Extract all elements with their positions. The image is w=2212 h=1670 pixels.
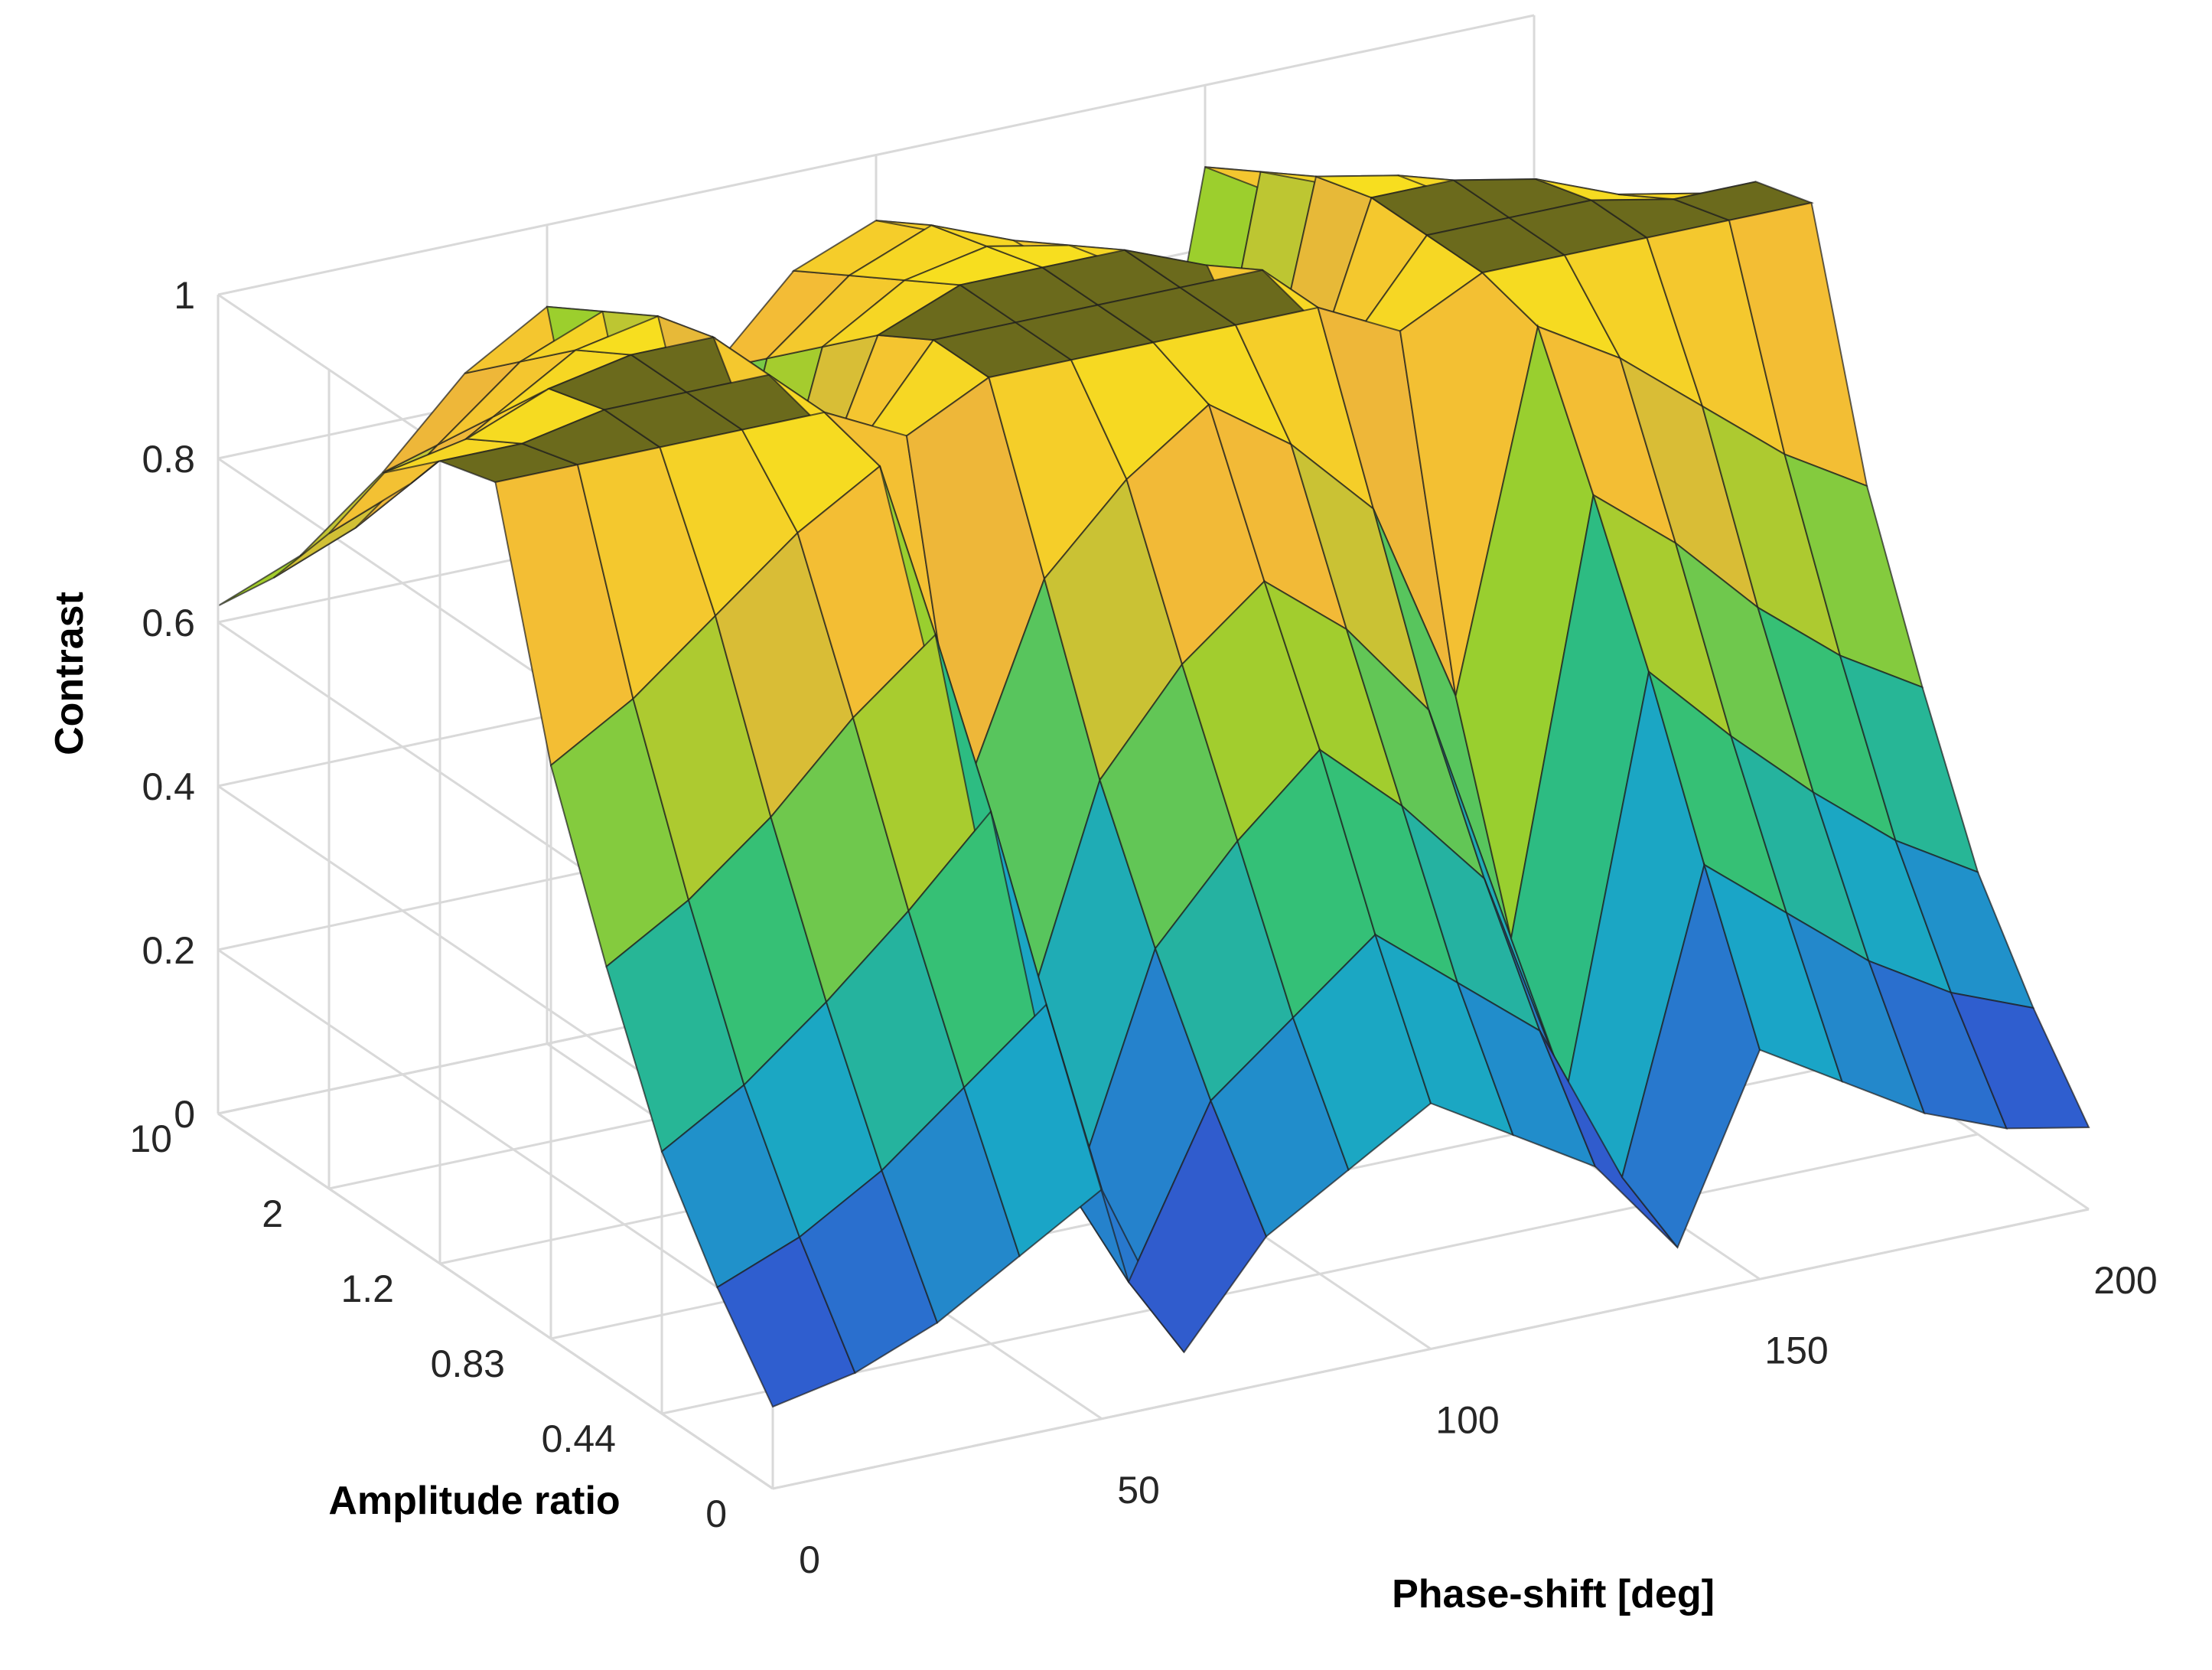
z-tick-label: 1 bbox=[174, 274, 195, 317]
x-axis-label: Phase-shift [deg] bbox=[1392, 1572, 1715, 1616]
axes-frame bbox=[217, 295, 2090, 1490]
y-tick-label: 0.83 bbox=[431, 1342, 505, 1385]
surface-mesh bbox=[217, 166, 2090, 1408]
y-tick-label: 0.44 bbox=[542, 1417, 616, 1460]
z-tick-label: 0.8 bbox=[142, 438, 195, 481]
x-tick-label: 150 bbox=[1764, 1329, 1828, 1372]
tick-labels: 05010015020000.440.831.221000.20.40.60.8… bbox=[129, 274, 2157, 1581]
x-tick-label: 200 bbox=[2093, 1259, 2157, 1302]
y-tick-label: 1.2 bbox=[340, 1267, 394, 1310]
grid-line bbox=[217, 948, 774, 1326]
z-tick-label: 0.4 bbox=[142, 765, 195, 808]
y-tick-label: 10 bbox=[129, 1117, 172, 1160]
y-tick-label: 2 bbox=[262, 1192, 283, 1235]
x-axis-line bbox=[772, 1208, 2090, 1490]
grid-line bbox=[661, 1133, 1979, 1415]
z-axis-label: Contrast bbox=[47, 592, 92, 755]
x-tick-label: 100 bbox=[1435, 1399, 1499, 1442]
y-axis-line bbox=[217, 1112, 774, 1490]
y-axis-label: Amplitude ratio bbox=[328, 1479, 620, 1523]
x-tick-label: 50 bbox=[1117, 1469, 1160, 1512]
y-tick-label: 0 bbox=[705, 1492, 727, 1535]
z-tick-label: 0.2 bbox=[142, 929, 195, 972]
surface-patch bbox=[1950, 991, 2090, 1130]
x-tick-label: 0 bbox=[799, 1538, 820, 1581]
z-tick-label: 0.6 bbox=[142, 602, 195, 644]
z-tick-label: 0 bbox=[174, 1093, 195, 1136]
